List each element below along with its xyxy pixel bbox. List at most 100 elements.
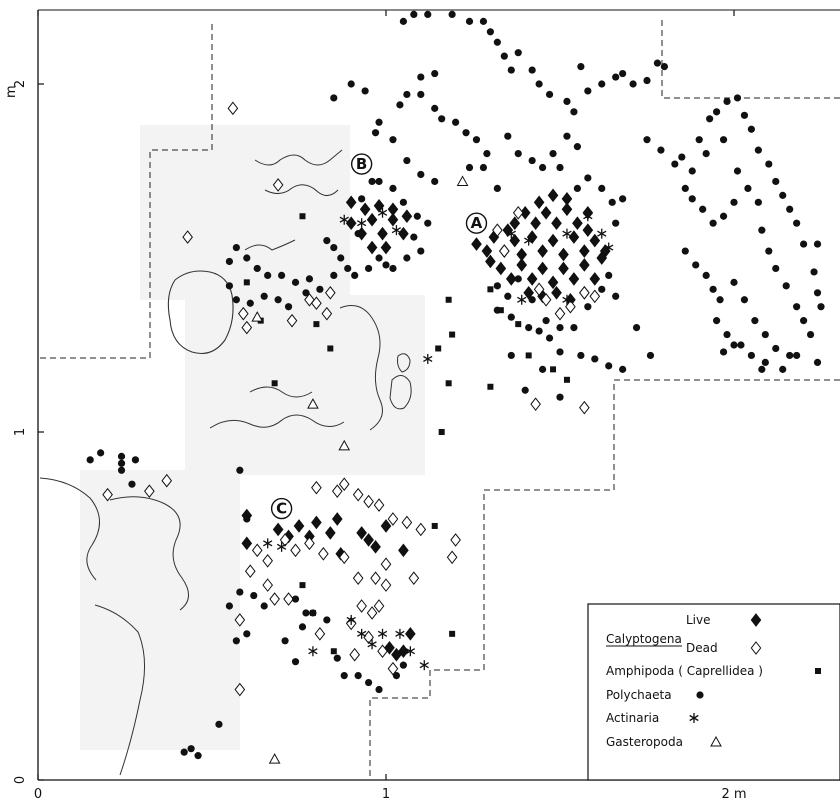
data-point	[558, 247, 569, 262]
data-point	[772, 344, 780, 353]
legend-label: Polychaeta	[606, 688, 672, 702]
data-point	[225, 602, 233, 610]
data-point	[373, 498, 385, 512]
data-point	[730, 341, 738, 349]
data-point	[577, 351, 585, 360]
data-point	[702, 150, 710, 158]
data-point	[131, 456, 140, 464]
data-point	[97, 449, 105, 457]
data-point	[730, 278, 738, 286]
data-point	[619, 365, 627, 373]
data-point	[514, 275, 522, 283]
data-point	[493, 306, 501, 314]
data-point	[293, 519, 305, 533]
data-point	[187, 745, 195, 753]
data-point	[365, 264, 373, 273]
data-point	[540, 292, 552, 307]
data-point	[584, 303, 592, 311]
data-point	[347, 80, 355, 88]
data-point	[215, 720, 223, 728]
data-point	[264, 271, 272, 279]
legend-group-title: Calyptogena	[606, 632, 682, 646]
data-point	[688, 167, 696, 175]
data-point	[779, 191, 787, 199]
data-point	[356, 628, 367, 639]
data-point	[813, 240, 822, 248]
data-point	[323, 237, 331, 245]
data-point	[262, 578, 273, 592]
data-point	[417, 73, 425, 81]
data-point	[241, 536, 253, 551]
data-point	[558, 261, 569, 276]
data-point	[660, 63, 669, 71]
data-point	[570, 324, 578, 332]
data-point	[236, 466, 244, 474]
data-point	[483, 150, 491, 158]
cluster-label: B	[356, 155, 367, 173]
y-tick-label: 2	[13, 80, 28, 88]
data-point	[431, 104, 439, 112]
data-point	[419, 660, 429, 671]
data-point	[377, 644, 388, 659]
data-point	[547, 275, 559, 290]
data-point	[471, 237, 482, 251]
data-point	[462, 129, 470, 137]
data-point	[309, 609, 317, 617]
data-point	[485, 254, 496, 269]
data-point	[359, 202, 371, 217]
data-point	[260, 292, 268, 300]
data-point	[299, 582, 306, 589]
data-point	[311, 296, 322, 311]
data-point	[232, 637, 240, 645]
data-point	[182, 230, 193, 244]
data-point	[345, 195, 357, 210]
data-point	[389, 264, 397, 273]
data-point	[398, 226, 409, 241]
data-point	[321, 306, 333, 321]
data-point	[479, 163, 488, 172]
data-point	[589, 272, 601, 286]
data-point	[598, 285, 606, 293]
data-point	[556, 324, 564, 332]
data-point	[449, 331, 456, 338]
data-point	[786, 351, 794, 360]
data-point	[598, 80, 606, 88]
series-actinaria	[263, 207, 614, 671]
data-point	[263, 538, 273, 549]
data-point	[456, 175, 469, 186]
data-point	[730, 198, 738, 206]
data-point	[291, 278, 300, 286]
data-point	[363, 494, 374, 509]
rock-outline	[264, 184, 339, 196]
data-point	[311, 480, 322, 495]
data-point	[702, 271, 710, 279]
data-points	[86, 10, 825, 764]
data-point	[514, 49, 522, 57]
cluster-circle	[270, 497, 293, 520]
data-point	[401, 209, 413, 224]
y-unit-label: m	[4, 85, 19, 98]
data-point	[506, 228, 516, 239]
data-point	[452, 118, 460, 126]
data-point	[604, 242, 614, 253]
data-point	[525, 352, 532, 359]
data-point	[519, 205, 531, 220]
data-point	[302, 609, 310, 617]
data-point	[251, 543, 263, 558]
data-point	[549, 150, 557, 158]
data-point	[405, 646, 416, 657]
data-point	[584, 174, 592, 182]
data-point	[573, 184, 582, 192]
data-point	[375, 177, 383, 186]
data-point	[424, 219, 432, 227]
data-point	[758, 365, 766, 373]
data-point	[307, 398, 319, 409]
data-point	[232, 243, 240, 252]
terrain-shade	[185, 295, 425, 475]
data-point	[314, 627, 326, 641]
cluster-label: A	[471, 214, 483, 232]
data-point	[278, 271, 286, 279]
rock-outline	[244, 239, 296, 251]
data-point	[528, 296, 536, 304]
data-point	[238, 306, 249, 321]
